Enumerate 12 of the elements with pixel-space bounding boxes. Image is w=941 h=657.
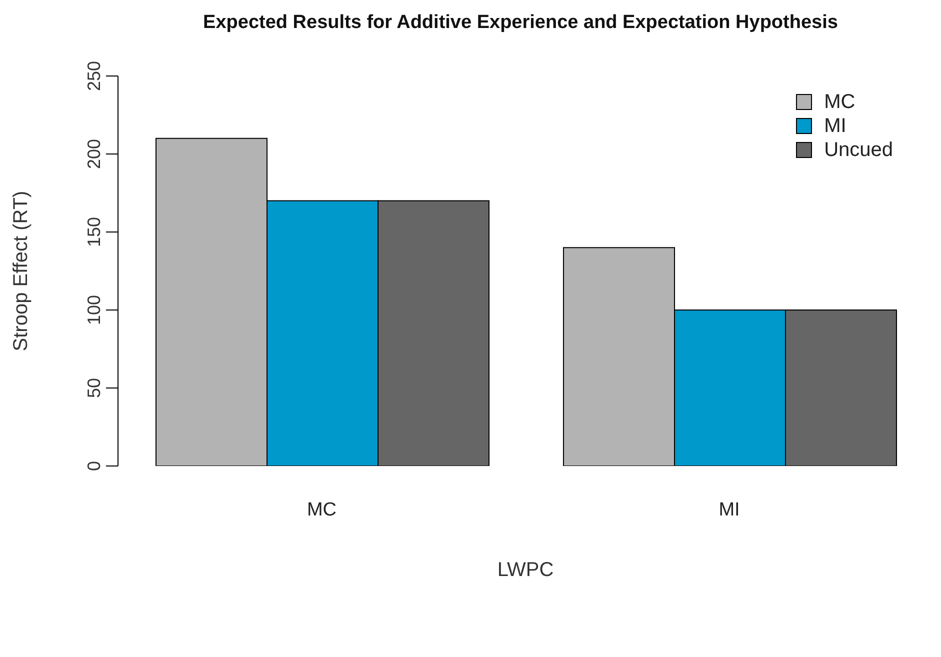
y-tick-label: 50	[84, 378, 104, 398]
y-tick-label: 100	[84, 294, 104, 326]
y-tick-label: 200	[84, 138, 104, 170]
y-axis-title: Stroop Effect (RT)	[10, 190, 32, 352]
x-axis-title: LWPC	[497, 559, 554, 581]
y-tick-label: 0	[84, 460, 104, 472]
legend-label: MI	[824, 114, 846, 138]
legend-label: MC	[824, 90, 856, 114]
y-tick-label: 250	[84, 60, 104, 92]
y-tick-label: 150	[84, 216, 104, 248]
chart-title: Expected Results for Additive Experience and Expectation Hypothesis	[202, 12, 839, 34]
legend-label: Uncued	[824, 138, 893, 162]
